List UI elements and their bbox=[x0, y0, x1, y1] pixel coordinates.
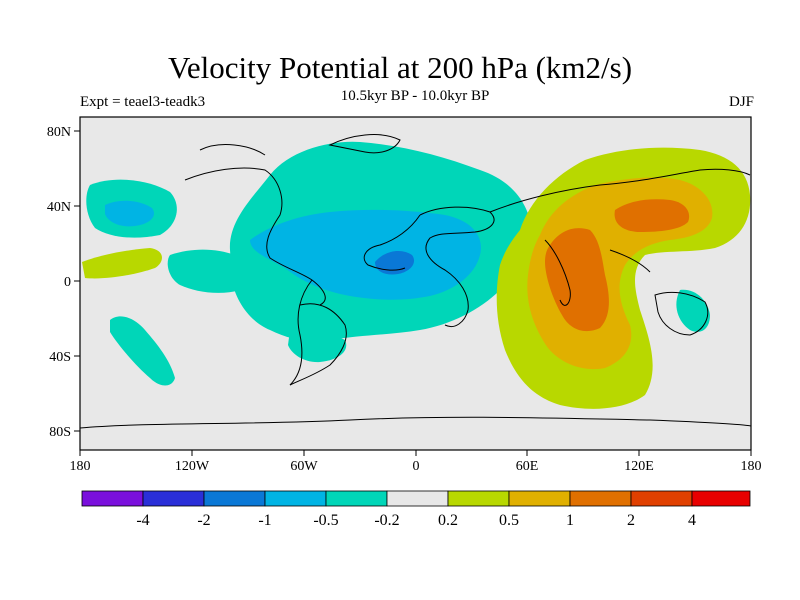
colorbar-swatch-4 bbox=[325, 490, 388, 507]
colorbar-swatch-0 bbox=[81, 490, 144, 507]
colorbar-label-7: 1 bbox=[566, 512, 574, 529]
neg-weak-region-pacific-equator bbox=[167, 249, 257, 293]
colorbar-label-9: 4 bbox=[688, 512, 696, 529]
experiment-label: Expt = teael3-teadk3 bbox=[80, 94, 206, 110]
y-tick-marks bbox=[74, 130, 80, 432]
x-tick-label-60w: 60W bbox=[290, 459, 318, 474]
colorbar-swatch-2 bbox=[203, 490, 266, 507]
map-title: Velocity Potential at 200 hPa (km2/s) bbox=[167, 50, 633, 85]
neg-mid-region-north-pacific bbox=[105, 200, 155, 227]
x-tick-label-60e: 60E bbox=[516, 459, 539, 474]
x-tick-label-120e: 120E bbox=[624, 459, 654, 474]
colorbar-swatch-10 bbox=[691, 490, 751, 507]
colorbar-label-0: -4 bbox=[136, 512, 149, 529]
neg-weak-region-south-america bbox=[288, 329, 347, 363]
y-tick-label-80n: 80N bbox=[47, 125, 71, 140]
colorbar-label-2: -1 bbox=[258, 512, 271, 529]
colorbar-swatch-1 bbox=[142, 490, 205, 507]
colorbar bbox=[81, 490, 751, 507]
colorbar-label-4: -0.2 bbox=[374, 512, 399, 529]
coastlines bbox=[80, 134, 751, 429]
colorbar-label-1: -2 bbox=[197, 512, 210, 529]
neg-weak-region-south-pacific bbox=[110, 316, 175, 386]
pos-strong-region-east-asia bbox=[614, 199, 690, 232]
y-tick-label-40n: 40N bbox=[47, 200, 71, 215]
map-subtitle: 10.5kyr BP - 10.0kyr BP bbox=[340, 88, 490, 104]
colorbar-label-8: 2 bbox=[627, 512, 635, 529]
colorbar-swatch-7 bbox=[508, 490, 571, 507]
colorbar-label-3: -0.5 bbox=[313, 512, 338, 529]
colorbar-swatch-8 bbox=[569, 490, 632, 507]
y-tick-label-0: 0 bbox=[64, 275, 71, 290]
colorbar-label-6: 0.5 bbox=[499, 512, 519, 529]
colorbar-label-5: 0.2 bbox=[438, 512, 458, 529]
colorbar-swatch-5 bbox=[386, 490, 449, 507]
colorbar-swatch-9 bbox=[630, 490, 693, 507]
x-tick-marks bbox=[79, 450, 752, 456]
pos-weak-region-east-pacific bbox=[82, 248, 162, 279]
season-label: DJF bbox=[728, 94, 754, 110]
y-tick-label-80s: 80S bbox=[49, 425, 71, 440]
pos-strong-region-india bbox=[545, 228, 609, 332]
y-tick-label-40s: 40S bbox=[49, 350, 71, 365]
map-area bbox=[80, 117, 751, 450]
x-tick-label-180e: 180 bbox=[741, 459, 762, 474]
x-tick-label-180w: 180 bbox=[70, 459, 91, 474]
x-tick-label-0: 0 bbox=[413, 459, 420, 474]
x-tick-label-120w: 120W bbox=[175, 459, 210, 474]
colorbar-swatch-3 bbox=[264, 490, 327, 507]
colorbar-swatch-6 bbox=[447, 490, 510, 507]
